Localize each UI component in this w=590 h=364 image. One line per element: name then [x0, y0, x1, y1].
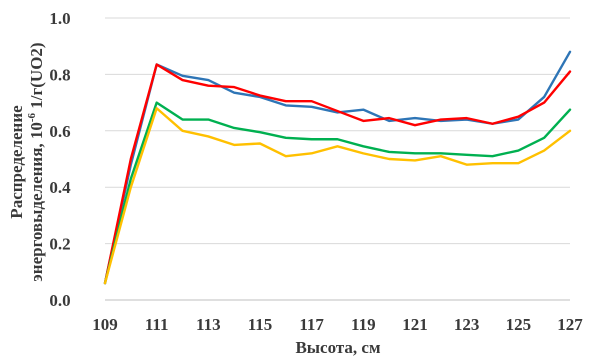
y-tick-label: 0.0 — [49, 291, 70, 310]
x-tick-label: 127 — [557, 315, 583, 334]
y-axis-title-line2-prefix: энерговыделения, 10 — [27, 122, 46, 281]
x-tick-label: 119 — [351, 315, 376, 334]
x-axis-title: Высота, см — [295, 338, 381, 357]
y-tick-label: 0.8 — [49, 65, 70, 84]
series-line-1 — [103, 50, 572, 285]
x-tick-labels: 109 111 113 115 117 119 121 123 125 127 — [92, 315, 583, 334]
x-tick-label: 109 — [92, 315, 118, 334]
y-axis-title-line2: энерговыделения, 10-6 1/г(UO2) — [26, 42, 46, 281]
series-lines — [103, 50, 572, 285]
x-tick-label: 115 — [248, 315, 273, 334]
series-line-2 — [103, 63, 572, 285]
x-tick-label: 113 — [196, 315, 221, 334]
y-tick-labels: 0.0 0.2 0.4 0.6 0.8 1.0 — [49, 9, 71, 310]
y-tick-label: 0.4 — [49, 178, 71, 197]
x-tick-label: 111 — [145, 315, 169, 334]
y-axis-title-line1: Распределение — [7, 105, 26, 219]
x-tick-label: 123 — [454, 315, 480, 334]
y-tick-label: 0.6 — [49, 122, 70, 141]
x-tick-label: 121 — [402, 315, 428, 334]
y-axis-title-line2-sup: -6 — [26, 112, 38, 122]
y-axis-title: Распределение энерговыделения, 10-6 1/г(… — [7, 42, 46, 281]
gridlines — [105, 17, 570, 245]
series-line-3 — [103, 101, 572, 285]
y-tick-label: 1.0 — [49, 9, 70, 28]
x-tick-label: 117 — [299, 315, 324, 334]
y-tick-label: 0.2 — [49, 235, 70, 254]
y-axis-title-line2-suffix: 1/г(UO2) — [27, 42, 46, 113]
x-tick-label: 125 — [506, 315, 532, 334]
series-line-4 — [103, 107, 572, 285]
